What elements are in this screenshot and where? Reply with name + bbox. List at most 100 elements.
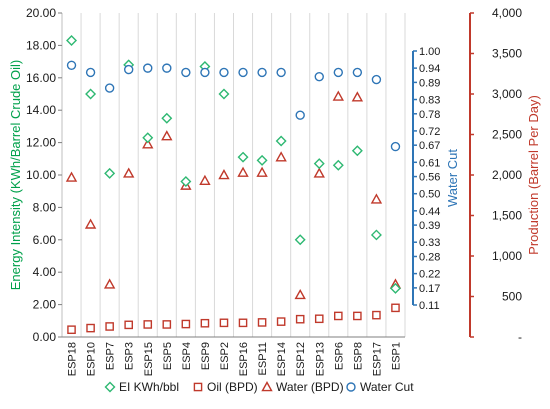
legend-item-oil-bpd: Oil (BPD)	[193, 380, 258, 394]
point-water-bpd-esp3	[123, 167, 135, 178]
point-water-bpd-esp14	[275, 151, 287, 162]
point-ei-kwh-bbl-esp11	[256, 154, 268, 166]
point-oil-bpd-esp8	[353, 311, 362, 321]
point-ei-kwh-bbl-esp5	[161, 112, 173, 124]
left-axis-tick-label: 18.00	[26, 38, 56, 52]
point-oil-bpd-esp1	[391, 303, 400, 313]
legend-marker-water-cut	[346, 382, 356, 392]
point-oil-bpd-esp6	[334, 311, 343, 321]
point-oil-bpd-esp2	[219, 318, 229, 328]
water-cut-tick-label: 0.39	[419, 220, 440, 232]
x-axis-tick-label-esp4: ESP4	[181, 342, 193, 370]
x-axis-tick-label-esp1: ESP1	[390, 342, 402, 370]
point-water-bpd-esp13	[313, 167, 325, 178]
production-tick-label: 1,500	[492, 209, 522, 223]
point-oil-bpd-esp15	[143, 320, 153, 329]
left-axis-tick-label: 2.00	[33, 298, 57, 312]
point-ei-kwh-bbl-esp17	[370, 229, 382, 241]
production-tick-label: -	[518, 330, 522, 344]
point-ei-kwh-bbl-esp2	[218, 88, 230, 100]
point-oil-bpd-esp12	[295, 314, 305, 324]
point-water-bpd-esp18	[65, 171, 78, 182]
production-tick-label: 2,000	[492, 168, 522, 182]
axes: 0.00 2.00 4.00 6.00 8.00 10.00 12.00 14.00 16.00…	[8, 6, 541, 376]
x-axis-tick-label-esp2: ESP2	[219, 342, 231, 370]
point-water-bpd-esp17	[370, 193, 383, 204]
series-oil-bpd	[67, 303, 400, 335]
x-axis-tick-label-esp8: ESP8	[352, 342, 364, 370]
left-axis-tick-label: 12.00	[26, 136, 56, 150]
point-ei-kwh-bbl-esp18	[66, 35, 78, 47]
point-water-cut-esp17	[371, 74, 382, 85]
point-water-bpd-esp15	[142, 138, 154, 149]
water-cut-tick-label: 0.61	[419, 157, 440, 169]
x-axis-tick-label-esp7: ESP7	[105, 342, 117, 370]
point-water-cut-esp12	[295, 110, 305, 120]
point-ei-kwh-bbl-esp15	[142, 132, 154, 144]
legend-label-water-bpd: Water (BPD)	[276, 380, 344, 394]
legend-label-ei-kwh-bbl: EI KWh/bbl	[119, 380, 179, 394]
point-oil-bpd-esp13	[314, 314, 324, 324]
production-tick-label: 3,500	[492, 47, 522, 61]
x-axis-tick-label-esp18: ESP18	[67, 342, 79, 376]
x-axis-tick-label-esp15: ESP15	[143, 342, 155, 376]
legend-label-oil-bpd: Oil (BPD)	[207, 380, 258, 394]
series-water-cut	[66, 60, 401, 152]
point-oil-bpd-esp14	[276, 317, 286, 326]
point-oil-bpd-esp16	[238, 318, 248, 328]
water-cut-tick-label: 1.00	[419, 46, 440, 58]
point-oil-bpd-esp9	[200, 318, 210, 328]
left-axis-tick-label: 6.00	[33, 233, 57, 247]
point-water-cut-esp11	[257, 67, 267, 78]
point-water-cut-esp16	[238, 67, 248, 78]
water-cut-tick-label: 0.89	[419, 77, 440, 89]
point-ei-kwh-bbl-esp8	[351, 145, 363, 157]
point-water-bpd-esp2	[218, 169, 230, 180]
point-ei-kwh-bbl-esp1	[389, 282, 401, 294]
left-axis-tick-label: 0.00	[33, 330, 57, 344]
point-water-cut-esp14	[276, 67, 286, 78]
x-axis-tick-label-esp5: ESP5	[162, 342, 174, 370]
left-axis-title: Energy Intensity (KWh/Barrel Crude Oil)	[8, 60, 23, 290]
production-tick-label: 500	[502, 290, 522, 304]
point-oil-bpd-esp5	[162, 320, 172, 329]
point-ei-kwh-bbl-esp12	[294, 234, 306, 246]
water-cut-tick-label: 0.28	[419, 251, 440, 263]
left-axis-tick-label: 14.00	[26, 103, 56, 117]
point-ei-kwh-bbl-esp7	[104, 167, 116, 179]
point-water-bpd-esp5	[161, 130, 173, 141]
water-cut-tick-label: 0.94	[419, 63, 440, 75]
x-axis-tick-label-esp14: ESP14	[276, 342, 288, 376]
point-water-cut-esp13	[314, 71, 324, 82]
point-water-cut-esp3	[123, 64, 134, 75]
point-ei-kwh-bbl-esp10	[85, 88, 97, 100]
water-cut-tick-label: 0.78	[419, 109, 440, 121]
point-water-cut-esp8	[352, 67, 363, 78]
point-water-cut-esp4	[181, 67, 191, 78]
point-water-bpd-esp16	[237, 166, 249, 177]
point-ei-kwh-bbl-esp4	[180, 175, 192, 187]
x-axis-tick-label-esp6: ESP6	[333, 342, 345, 370]
point-water-cut-esp18	[66, 60, 77, 70]
data-marks	[65, 35, 402, 335]
point-oil-bpd-esp3	[124, 320, 133, 330]
legend-marker-oil-bpd	[193, 382, 203, 392]
point-ei-kwh-bbl-esp13	[313, 158, 325, 170]
point-water-bpd-esp11	[256, 166, 268, 177]
water-cut-tick-label: 0.17	[419, 283, 440, 295]
water-cut-tick-label: 0.83	[419, 95, 440, 107]
water-cut-tick-label: 0.44	[419, 206, 440, 218]
left-axis-tick-label: 4.00	[33, 265, 57, 279]
point-oil-bpd-esp7	[105, 322, 114, 331]
series-water-bpd	[65, 90, 402, 300]
point-ei-kwh-bbl-esp14	[275, 135, 287, 147]
legend-marker-ei-kwh-bbl	[104, 381, 116, 393]
left-axis-tick-label: 16.00	[26, 71, 56, 85]
point-water-cut-esp1	[390, 141, 401, 152]
x-axis-tick-label-esp16: ESP16	[238, 342, 250, 376]
x-axis-tick-label-esp9: ESP9	[200, 342, 212, 370]
production-tick-label: 2,500	[492, 128, 522, 142]
point-ei-kwh-bbl-esp6	[332, 159, 344, 171]
water-cut-tick-label: 0.56	[419, 172, 440, 184]
